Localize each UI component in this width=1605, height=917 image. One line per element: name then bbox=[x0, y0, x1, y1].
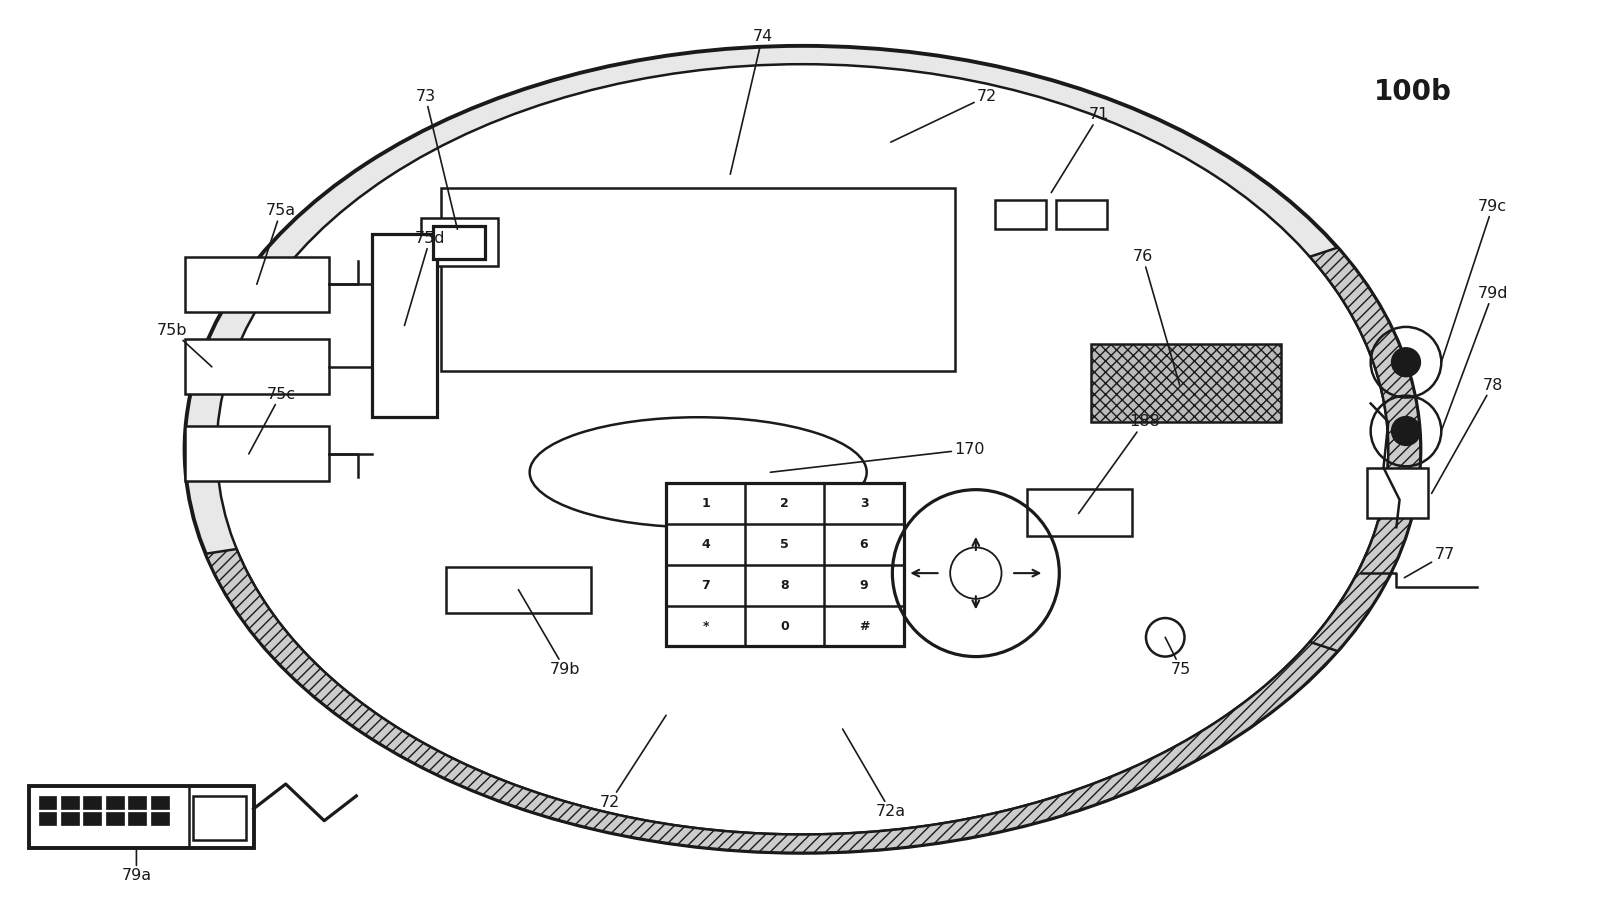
Bar bbox=[1056, 200, 1107, 229]
Circle shape bbox=[1392, 348, 1420, 377]
Text: 7: 7 bbox=[701, 579, 709, 591]
Text: 6: 6 bbox=[860, 538, 868, 551]
Text: 188: 188 bbox=[1079, 414, 1160, 514]
Text: 79b: 79b bbox=[518, 590, 581, 677]
Text: 2: 2 bbox=[780, 497, 790, 510]
Bar bbox=[193, 796, 246, 840]
Bar bbox=[185, 257, 329, 312]
Text: 4: 4 bbox=[701, 538, 709, 551]
Bar bbox=[106, 796, 124, 809]
Bar bbox=[446, 567, 591, 613]
Text: *: * bbox=[703, 620, 709, 633]
Bar bbox=[83, 796, 101, 809]
Text: 75b: 75b bbox=[156, 323, 212, 367]
Bar bbox=[995, 200, 1046, 229]
Text: 0: 0 bbox=[780, 620, 790, 633]
Text: 1: 1 bbox=[701, 497, 709, 510]
Bar bbox=[666, 483, 904, 646]
Bar bbox=[39, 796, 56, 809]
Text: 71: 71 bbox=[1051, 107, 1109, 193]
Text: 75c: 75c bbox=[249, 387, 295, 454]
Text: 3: 3 bbox=[860, 497, 868, 510]
Text: 75a: 75a bbox=[257, 204, 295, 284]
Text: 72: 72 bbox=[891, 89, 997, 142]
Bar bbox=[433, 226, 485, 259]
Bar bbox=[185, 426, 329, 481]
Text: 77: 77 bbox=[1404, 547, 1454, 578]
Bar bbox=[441, 188, 955, 371]
Ellipse shape bbox=[185, 46, 1420, 853]
Bar bbox=[61, 796, 79, 809]
Text: 78: 78 bbox=[1432, 378, 1502, 493]
Bar bbox=[1091, 344, 1281, 422]
Bar bbox=[128, 796, 146, 809]
Bar bbox=[83, 812, 101, 825]
Bar bbox=[1027, 489, 1132, 536]
Bar bbox=[39, 812, 56, 825]
Text: 73: 73 bbox=[416, 89, 457, 229]
Text: 9: 9 bbox=[860, 579, 868, 591]
Polygon shape bbox=[205, 549, 1400, 853]
Text: 75: 75 bbox=[1165, 637, 1191, 677]
Text: 79c: 79c bbox=[1441, 199, 1507, 362]
Text: 72: 72 bbox=[600, 715, 666, 810]
Circle shape bbox=[1392, 416, 1420, 446]
Text: #: # bbox=[859, 620, 870, 633]
Text: 75d: 75d bbox=[404, 231, 446, 326]
Text: 79a: 79a bbox=[122, 848, 151, 883]
Ellipse shape bbox=[217, 64, 1388, 834]
Text: 5: 5 bbox=[780, 538, 790, 551]
Bar bbox=[128, 812, 146, 825]
Bar bbox=[421, 218, 498, 266]
Text: 170: 170 bbox=[770, 442, 985, 472]
Text: 8: 8 bbox=[780, 579, 790, 591]
Text: 72a: 72a bbox=[843, 729, 905, 819]
Bar bbox=[372, 234, 437, 417]
Ellipse shape bbox=[530, 417, 867, 527]
Bar bbox=[185, 339, 329, 394]
Bar bbox=[61, 812, 79, 825]
Text: 76: 76 bbox=[1133, 249, 1180, 385]
Bar bbox=[106, 812, 124, 825]
Bar bbox=[1367, 468, 1428, 518]
Bar bbox=[29, 786, 254, 848]
Bar bbox=[151, 812, 169, 825]
Text: 74: 74 bbox=[730, 29, 772, 174]
Bar bbox=[151, 796, 169, 809]
Text: 79d: 79d bbox=[1441, 286, 1509, 431]
Text: 100b: 100b bbox=[1374, 78, 1451, 105]
Polygon shape bbox=[1310, 248, 1420, 651]
